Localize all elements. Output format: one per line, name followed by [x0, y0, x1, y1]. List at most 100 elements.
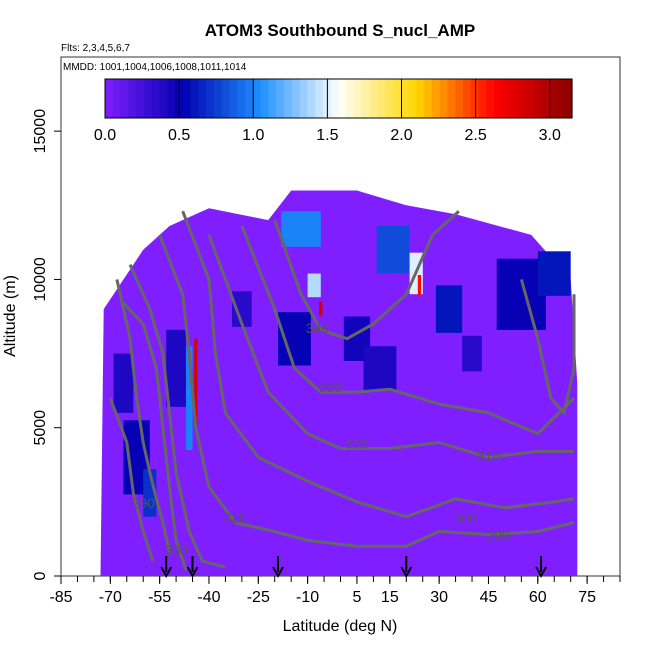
x-tick-label: 30	[430, 589, 448, 606]
x-tick-label: -25	[247, 589, 270, 606]
x-tick-label: 60	[529, 589, 547, 606]
x-tick-label: -55	[148, 589, 171, 606]
colorbar-swatch	[268, 79, 277, 118]
heatmap-cell	[376, 226, 410, 274]
colorbar-swatch	[151, 79, 161, 118]
colorbar-swatch	[330, 79, 340, 118]
y-tick-label: 15000	[32, 109, 49, 154]
colorbar-swatch	[556, 79, 565, 118]
colorbar-swatch	[361, 79, 371, 118]
flight-arrow-marker	[160, 556, 173, 579]
colorbar-tick-label: 3.0	[539, 127, 561, 144]
heatmap-cell	[307, 273, 321, 298]
colorbar-swatch	[431, 79, 441, 118]
colorbar-swatch	[369, 79, 379, 118]
colorbar: 0.0 0.5 1.0 1.5 2.0 2.5 3.0	[94, 78, 573, 144]
colorbar-swatch	[221, 79, 231, 118]
colorbar-swatch	[167, 79, 176, 118]
contour-line	[158, 234, 575, 548]
colorbar-swatch	[509, 79, 519, 118]
x-tick-label: 75	[578, 589, 596, 606]
x-axis-label: Latitude (deg N)	[283, 618, 398, 635]
x-tick-label: -70	[99, 589, 122, 606]
dates-subtitle: MMDD: 1001,1004,1006,1008,1011,1014	[63, 62, 247, 73]
colorbar-swatch	[564, 79, 573, 118]
colorbar-swatch	[478, 79, 487, 118]
contour-line	[181, 210, 575, 519]
colorbar-swatch	[416, 79, 425, 118]
y-axis-label: Altitude (m)	[2, 275, 19, 357]
colorbar-swatch	[136, 79, 145, 118]
contour-line	[108, 397, 155, 562]
heatmap-cell	[281, 211, 321, 247]
colorbar-swatch	[408, 79, 417, 118]
heatmap-cell	[417, 275, 422, 296]
colorbar-swatch	[385, 79, 394, 118]
contour-label: 320	[345, 436, 369, 452]
contour-label: 300	[454, 510, 478, 526]
colorbar-swatch	[206, 79, 215, 118]
heatmap-cell	[194, 338, 198, 428]
colorbar-swatch	[252, 79, 262, 118]
x-axis: -85 -70 -55 -40 -25 -10 5 15 30 45 60 75	[49, 576, 621, 606]
colorbar-swatch	[237, 79, 246, 118]
colorbar-swatch	[400, 79, 410, 118]
colorbar-swatch	[517, 79, 526, 118]
heatmap-cell	[537, 251, 571, 296]
contour-line	[207, 234, 574, 459]
flight-arrow-marker	[535, 556, 547, 579]
colorbar-swatch	[439, 79, 449, 118]
y-tick-label: 10000	[32, 257, 49, 302]
colorbar-swatch	[392, 79, 402, 118]
contour-label: 290	[487, 527, 511, 543]
colorbar-swatch	[377, 79, 386, 118]
colorbar-swatch	[299, 79, 308, 118]
colorbar-swatch	[346, 79, 355, 118]
heatmap-cell	[113, 353, 134, 413]
colorbar-swatch	[291, 79, 301, 118]
heatmap-layer	[100, 190, 578, 576]
contour-label: 310	[477, 447, 501, 463]
colorbar-swatch	[105, 79, 114, 118]
colorbar-swatch	[159, 79, 168, 118]
colorbar-tick-label: 0.5	[168, 127, 190, 144]
x-tick-label: -40	[197, 589, 220, 606]
flight-arrow-marker	[272, 556, 284, 579]
heatmap-cell	[435, 285, 463, 333]
colorbar-swatch	[540, 79, 550, 118]
colorbar-swatch	[424, 79, 433, 118]
contour-label-layer: 340 330 320 310 300 290 320 290 300	[132, 320, 511, 558]
contour-layer	[108, 210, 576, 571]
contour-label: 290	[132, 495, 156, 511]
colorbar-swatch	[494, 79, 503, 118]
contour-line	[122, 302, 188, 571]
colorbar-swatch	[128, 79, 137, 118]
colorbar-tick-label: 1.5	[316, 127, 338, 144]
colorbar-swatch	[486, 79, 495, 118]
y-tick-label: 5000	[32, 410, 49, 446]
chart-title: ATOM3 Southbound S_nucl_AMP	[205, 21, 475, 40]
colorbar-swatch	[260, 79, 270, 118]
colorbar-swatch	[338, 79, 347, 118]
contour-line	[240, 225, 576, 436]
colorbar-swatch	[190, 79, 199, 118]
colorbar-swatch	[276, 79, 285, 118]
colorbar-swatch	[470, 79, 480, 118]
colorbar-swatch	[112, 79, 122, 118]
colorbar-tick-label: 2.0	[390, 127, 412, 144]
colorbar-tick-label: 0.0	[94, 127, 116, 144]
y-tick-label: 0	[32, 571, 49, 580]
colorbar-swatch	[354, 79, 363, 118]
heatmap-cell	[166, 329, 186, 407]
x-tick-label: -85	[49, 589, 72, 606]
colorbar-swatch	[182, 79, 192, 118]
contour-line	[519, 279, 576, 415]
flights-subtitle: Flts: 2,3,4,5,6,7	[61, 43, 130, 54]
colorbar-swatch	[284, 79, 293, 118]
colorbar-swatch	[463, 79, 472, 118]
colorbar-swatch	[229, 79, 238, 118]
x-tick-label: 45	[480, 589, 498, 606]
colorbar-swatch	[213, 79, 223, 118]
colorbar-swatch	[533, 79, 542, 118]
heatmap-cell	[462, 335, 482, 372]
